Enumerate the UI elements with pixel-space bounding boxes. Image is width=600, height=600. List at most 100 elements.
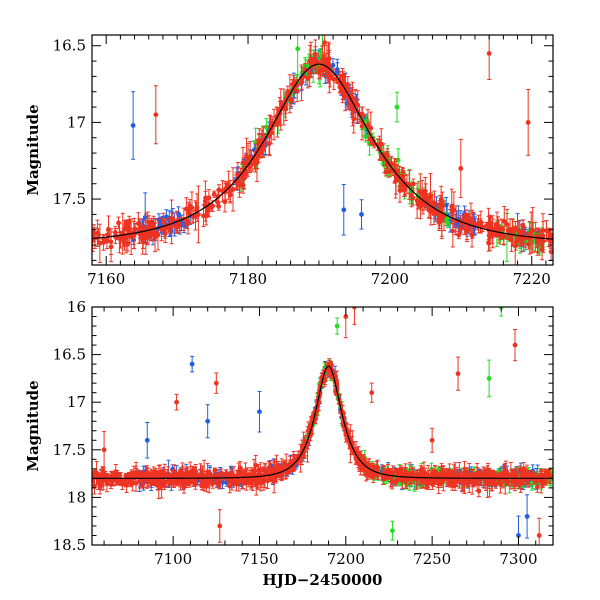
- x-tick-label: 7100: [154, 550, 192, 568]
- y-tick-label: 16: [67, 298, 86, 316]
- y-tick-label: 18.5: [53, 536, 86, 554]
- outlier-point-blue: [516, 515, 521, 545]
- data-point-red: [181, 481, 187, 494]
- y-tick-label: 16.5: [53, 346, 86, 364]
- data-point-red: [516, 220, 522, 243]
- data-point-red: [308, 41, 314, 78]
- data-point-red: [327, 64, 333, 88]
- outlier-point-red: [101, 431, 107, 469]
- data-point-red: [133, 467, 139, 478]
- outlier-point-blue: [341, 184, 347, 236]
- data-point-red: [170, 212, 176, 225]
- y-tick-label: 17.5: [53, 441, 86, 459]
- y-tick-label: 16.5: [53, 37, 86, 55]
- data-point-red: [429, 193, 435, 214]
- data-point-red: [216, 184, 222, 196]
- outlier-point-green: [486, 359, 492, 398]
- outlier-point-green: [295, 35, 301, 81]
- outlier-point-red: [343, 307, 349, 339]
- plot-frame: [91, 306, 554, 546]
- data-point-red: [116, 473, 122, 479]
- outlier-point-green: [390, 520, 395, 541]
- y-tick-label: 17.5: [53, 190, 86, 208]
- data-point-red: [449, 203, 455, 221]
- outlier-point-red: [369, 382, 375, 403]
- outlier-point-red: [525, 88, 531, 156]
- outlier-point-blue: [189, 355, 195, 373]
- data-point-red: [275, 107, 280, 138]
- model-fit-curve: [92, 365, 553, 479]
- x-tick-label: 7220: [513, 270, 551, 288]
- outlier-point-red: [174, 393, 180, 411]
- data-point-red: [267, 114, 273, 157]
- outlier-point-red: [536, 517, 542, 545]
- y-axis-label: Magnitude: [24, 380, 42, 471]
- data-point-red: [169, 199, 174, 245]
- data-point-green: [363, 131, 368, 143]
- data-point-red: [225, 181, 231, 190]
- outlier-point-red: [213, 372, 219, 394]
- outlier-point-red: [153, 85, 159, 145]
- outlier-point-red: [455, 356, 461, 391]
- plot-area: [92, 35, 553, 265]
- data-point-red: [211, 190, 217, 198]
- plot-frame: [91, 34, 554, 266]
- data-point-red: [486, 231, 492, 240]
- outlier-point-blue: [144, 422, 150, 459]
- data-point-red: [189, 191, 195, 224]
- data-point-red: [497, 229, 503, 240]
- data-point-red: [151, 221, 157, 242]
- data-point-red: [520, 233, 526, 244]
- data-point-red: [359, 111, 365, 141]
- outlier-point-red: [429, 427, 435, 453]
- x-tick-label: 7200: [327, 550, 365, 568]
- data-point-red: [299, 64, 304, 102]
- data-point-red: [512, 225, 518, 265]
- outlier-point-red: [195, 185, 201, 244]
- data-point-red: [414, 469, 419, 490]
- data-point-red: [409, 183, 414, 208]
- outlier-point-green: [394, 91, 400, 123]
- top-panel-light-curve: 7160 7180 7200 7220 16.5 17 17.5 Magnitude: [24, 34, 554, 288]
- bottom-panel-light-curve: 7100 7150 7200 7250 7300 16 16.5 17 17.5 18 18.5 Ma…: [24, 298, 554, 589]
- outlier-point-red: [458, 138, 464, 198]
- data-point-red: [290, 79, 295, 90]
- data-point-red: [476, 484, 482, 498]
- data-point-red: [397, 178, 403, 203]
- x-tick-label: 7250: [413, 550, 451, 568]
- outlier-point-blue: [257, 390, 262, 433]
- data-point-red: [417, 173, 423, 210]
- data-point-red: [385, 148, 390, 163]
- model-fit-curve: [92, 63, 553, 240]
- data-point-red: [266, 132, 272, 155]
- data-point-red: [314, 55, 320, 71]
- data-point-red: [271, 475, 276, 481]
- outlier-point-green: [334, 317, 340, 335]
- x-tick-label: 7300: [499, 550, 537, 568]
- data-point-red: [436, 200, 442, 227]
- x-axis-label: HJD−2450000: [263, 571, 383, 589]
- data-point-red: [199, 482, 205, 488]
- data-point-red: [247, 141, 253, 174]
- y-axis-label: Magnitude: [24, 104, 42, 195]
- data-point-red: [97, 223, 103, 263]
- data-point-red: [476, 214, 481, 234]
- x-tick-label: 7160: [87, 270, 125, 288]
- data-point-red: [400, 167, 406, 176]
- data-point-red: [503, 468, 509, 475]
- data-point-red: [160, 212, 166, 231]
- data-point-red: [214, 474, 220, 487]
- data-point-red: [414, 182, 420, 219]
- x-tick-label: 7150: [240, 550, 278, 568]
- data-point-red: [365, 109, 371, 142]
- y-tick-label: 17: [67, 113, 86, 131]
- y-tick-label: 18: [67, 488, 86, 506]
- data-point-red: [96, 228, 101, 242]
- data-point-red: [501, 226, 507, 245]
- x-tick-label: 7200: [371, 270, 409, 288]
- outlier-point-blue: [524, 494, 530, 539]
- data-point-red: [212, 467, 218, 474]
- plot-area: [92, 307, 553, 545]
- data-point-red: [426, 470, 432, 490]
